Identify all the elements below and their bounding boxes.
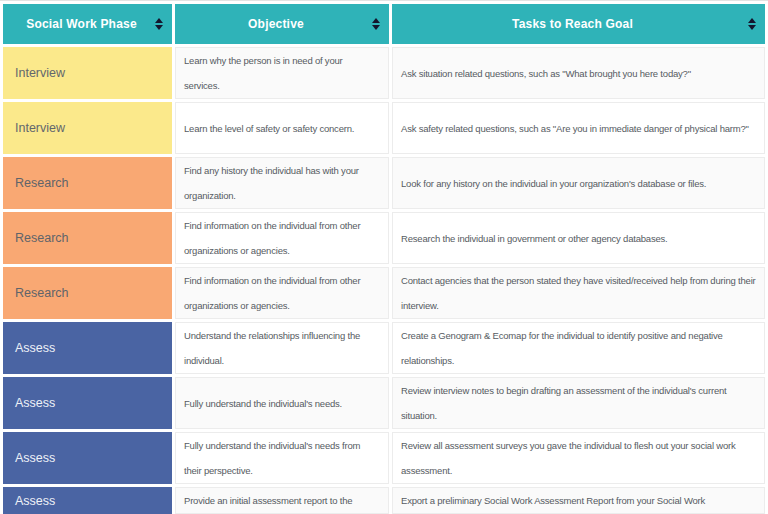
task-cell: Research the individual in government or… (392, 212, 765, 264)
table-row: ResearchFind information on the individu… (3, 212, 765, 264)
phase-cell: Research (3, 212, 172, 264)
social-work-phases-table: Social Work Phase Objective Tasks to Reach… (0, 1, 768, 514)
objective-cell: Learn why the person is in need of your … (175, 47, 389, 99)
table-row: ResearchFind any history the individual … (3, 157, 765, 209)
phase-cell: Interview (3, 47, 172, 99)
table-row: ResearchFind information on the individu… (3, 267, 765, 319)
column-header-task[interactable]: Tasks to Reach Goal (392, 4, 765, 44)
sort-icon[interactable] (155, 18, 163, 30)
sort-up-arrow-icon (748, 18, 756, 23)
objective-cell: Fully understand the individual's needs … (175, 432, 389, 484)
table-row: AssessUnderstand the relationships influ… (3, 322, 765, 374)
sort-up-arrow-icon (155, 18, 163, 23)
task-cell: Look for any history on the individual i… (392, 157, 765, 209)
task-cell: Create a Genogram & Ecomap for the indiv… (392, 322, 765, 374)
phase-cell: Research (3, 157, 172, 209)
phase-cell: Interview (3, 102, 172, 154)
objective-cell: Find any history the individual has with… (175, 157, 389, 209)
task-cell: Review interview notes to begin drafting… (392, 377, 765, 429)
sort-up-arrow-icon (372, 18, 380, 23)
task-cell: Contact agencies that the person stated … (392, 267, 765, 319)
phase-cell: Assess (3, 322, 172, 374)
sort-icon[interactable] (372, 18, 380, 30)
objective-cell: Fully understand the individual's needs. (175, 377, 389, 429)
column-header-label: Tasks to Reach Goal (512, 17, 633, 31)
task-cell: Review all assessment surveys you gave t… (392, 432, 765, 484)
objective-cell: Find information on the individual from … (175, 212, 389, 264)
objective-cell: Provide an initial assessment report to … (175, 487, 389, 514)
objective-cell: Understand the relationships influencing… (175, 322, 389, 374)
task-cell: Export a preliminary Social Work Assessm… (392, 487, 765, 514)
social-work-phases-page: Social Work Phase Objective Tasks to Reach… (0, 0, 768, 514)
phase-cell: Assess (3, 377, 172, 429)
phase-cell: Assess (3, 487, 172, 514)
header-row: Social Work Phase Objective Tasks to Reach… (3, 4, 765, 44)
column-header-objective[interactable]: Objective (175, 4, 389, 44)
sort-down-arrow-icon (155, 25, 163, 30)
table-row: InterviewLearn the level of safety or sa… (3, 102, 765, 154)
column-header-phase[interactable]: Social Work Phase (3, 4, 172, 44)
table-row: AssessFully understand the individual's … (3, 432, 765, 484)
task-cell: Ask safety related questions, such as "A… (392, 102, 765, 154)
phase-cell: Assess (3, 432, 172, 484)
sort-down-arrow-icon (748, 25, 756, 30)
sort-icon[interactable] (748, 18, 756, 30)
phase-cell: Research (3, 267, 172, 319)
table-row: AssessProvide an initial assessment repo… (3, 487, 765, 514)
objective-cell: Find information on the individual from … (175, 267, 389, 319)
objective-cell: Learn the level of safety or safety conc… (175, 102, 389, 154)
table-row: InterviewLearn why the person is in need… (3, 47, 765, 99)
sort-down-arrow-icon (372, 25, 380, 30)
column-header-label: Objective (248, 17, 304, 31)
table-row: AssessFully understand the individual's … (3, 377, 765, 429)
column-header-label: Social Work Phase (26, 17, 137, 31)
task-cell: Ask situation related questions, such as… (392, 47, 765, 99)
